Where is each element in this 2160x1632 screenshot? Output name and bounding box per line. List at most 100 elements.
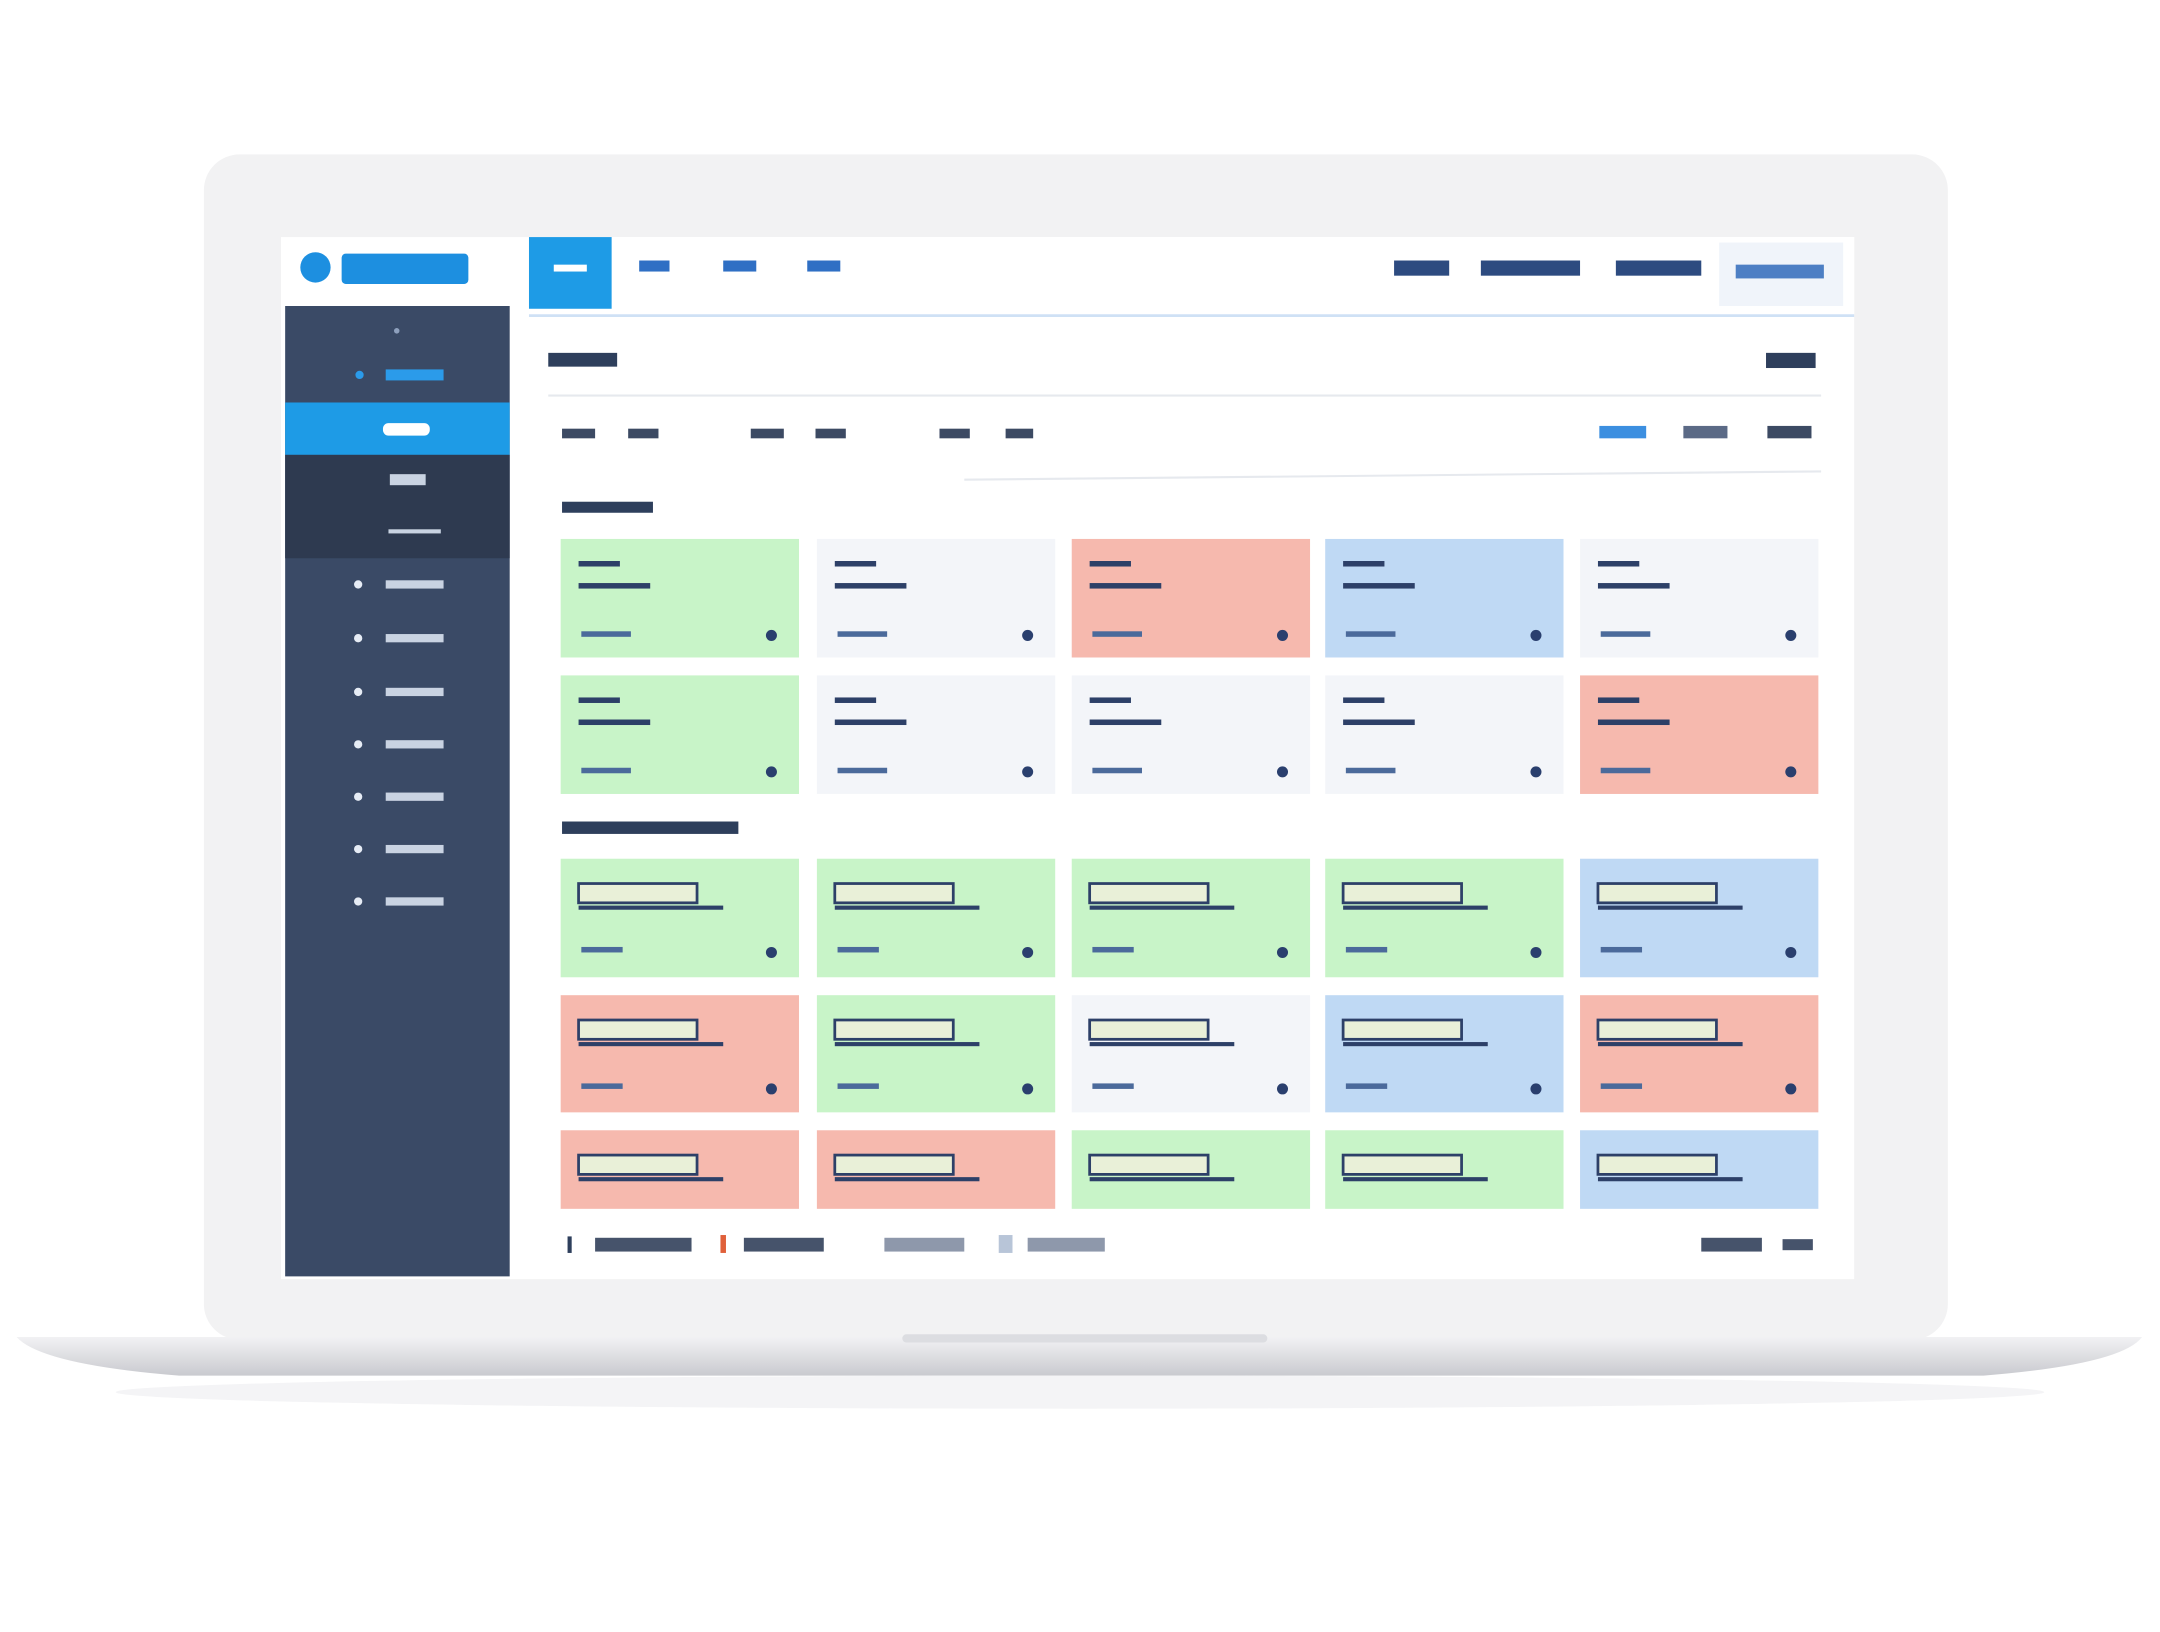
tile[interactable]	[816, 995, 1056, 1113]
filter-item[interactable]	[562, 428, 596, 439]
tile-status	[1276, 629, 1289, 641]
tile-title-line	[1089, 1042, 1235, 1047]
tile[interactable]	[560, 1130, 799, 1209]
tile-subtitle	[1345, 1083, 1388, 1089]
tile[interactable]	[560, 858, 799, 978]
nav-tab-active[interactable]	[528, 237, 612, 309]
sidebar-item[interactable]	[385, 634, 444, 643]
sidebar-menu	[354, 580, 444, 906]
tile-title	[1088, 1153, 1210, 1176]
filter-button[interactable]	[1599, 425, 1647, 439]
submenu-item[interactable]	[388, 529, 441, 534]
tile[interactable]	[560, 675, 799, 794]
tile-bg	[1325, 858, 1564, 978]
nav-link[interactable]	[1480, 260, 1581, 276]
sidebar-icon	[354, 844, 363, 854]
tile-bg	[1071, 675, 1311, 794]
filter-button[interactable]	[1683, 425, 1728, 439]
tile[interactable]	[816, 1130, 1056, 1209]
tile-title-line	[1597, 1042, 1743, 1047]
tile-subtitle	[1092, 767, 1142, 774]
tile-subtitle	[1600, 1083, 1643, 1089]
tile-status	[1022, 766, 1034, 778]
header-button[interactable]	[1766, 352, 1816, 369]
filter-button[interactable]	[1767, 425, 1812, 439]
tile-title	[578, 719, 651, 726]
tile-subtitle	[1345, 631, 1396, 637]
sidebar-item[interactable]	[385, 792, 444, 801]
sidebar-item[interactable]	[385, 580, 444, 589]
tile-bg	[1071, 538, 1311, 658]
user-name	[1735, 264, 1824, 279]
tile-title-line	[578, 1177, 724, 1182]
tile[interactable]	[1071, 1130, 1311, 1209]
tile[interactable]	[1580, 675, 1819, 794]
nav-link[interactable]	[1615, 260, 1702, 276]
tile[interactable]	[1580, 538, 1819, 658]
tile-bg	[560, 538, 799, 658]
tile[interactable]	[1071, 538, 1311, 658]
filter-item[interactable]	[939, 428, 970, 439]
tile-title	[1089, 719, 1162, 726]
tile-title	[834, 583, 907, 589]
nav-tab[interactable]	[723, 260, 757, 272]
nav-link[interactable]	[1394, 260, 1450, 276]
tile[interactable]	[1071, 858, 1311, 978]
tile[interactable]	[1325, 858, 1564, 978]
tile-status	[765, 766, 777, 778]
tile-title	[1341, 882, 1463, 905]
sidebar-item[interactable]	[385, 897, 444, 906]
tile-bg	[816, 858, 1056, 978]
tile-status	[765, 629, 777, 641]
sidebar-icon	[354, 580, 363, 589]
filter-item[interactable]	[1005, 428, 1034, 439]
tile-bg	[1071, 995, 1311, 1113]
tile-subtitle	[837, 1083, 879, 1089]
tile-bg	[816, 538, 1056, 658]
tile-title	[833, 882, 955, 905]
nav-tab[interactable]	[639, 260, 670, 272]
tile[interactable]	[1325, 538, 1564, 658]
filter-item[interactable]	[628, 428, 659, 439]
tile[interactable]	[1325, 995, 1564, 1113]
sidebar-icon	[354, 792, 363, 801]
tile[interactable]	[816, 675, 1056, 794]
tile[interactable]	[1580, 1130, 1819, 1209]
sidebar-item[interactable]	[385, 844, 444, 854]
filter-item[interactable]	[815, 428, 846, 439]
submenu-item[interactable]	[389, 474, 426, 486]
tile[interactable]	[816, 538, 1056, 658]
tile-title-line	[1343, 1042, 1488, 1047]
sidebar-item[interactable]	[385, 740, 444, 749]
tile-bg	[1580, 995, 1819, 1113]
tile-bg	[560, 858, 799, 978]
sidebar-item-text	[382, 423, 430, 436]
tile-title	[1343, 583, 1415, 589]
sidebar-item[interactable]	[385, 687, 444, 697]
tile-title	[834, 719, 907, 726]
tile-bg	[1580, 858, 1819, 978]
sidebar-submenu	[285, 454, 510, 559]
sidebar-item[interactable]	[385, 369, 444, 381]
logo	[300, 252, 469, 284]
tile[interactable]	[1580, 858, 1819, 978]
tile[interactable]	[1071, 995, 1311, 1113]
tile-grid	[560, 538, 1819, 794]
tile-title-line	[834, 905, 980, 910]
tile-title-line	[1089, 1177, 1235, 1182]
tile[interactable]	[1580, 995, 1819, 1113]
tile[interactable]	[560, 538, 799, 658]
filter-item[interactable]	[750, 428, 784, 439]
nav-tab[interactable]	[807, 260, 841, 272]
legend	[567, 1235, 1813, 1253]
tile[interactable]	[816, 858, 1056, 978]
shadow	[115, 1375, 2045, 1409]
tile-subtitle	[581, 631, 631, 637]
tile-status	[1022, 946, 1034, 958]
tile[interactable]	[1325, 1130, 1564, 1209]
tile[interactable]	[560, 995, 799, 1113]
tile-title	[578, 583, 651, 589]
tile[interactable]	[1325, 675, 1564, 794]
tile-bg	[1071, 858, 1311, 978]
tile[interactable]	[1071, 675, 1311, 794]
